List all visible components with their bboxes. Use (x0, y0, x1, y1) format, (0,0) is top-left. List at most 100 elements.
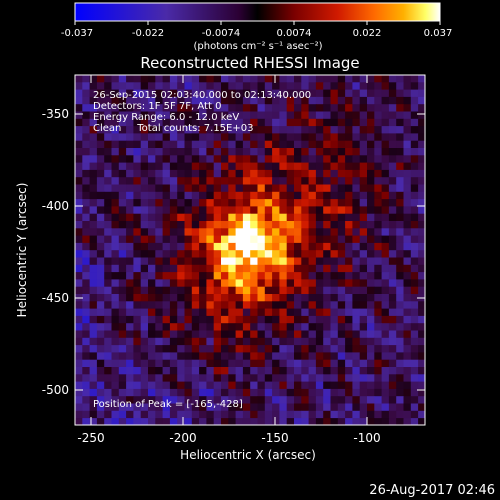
image-pixel (257, 148, 266, 156)
image-pixel (221, 315, 229, 324)
image-pixel (82, 279, 90, 288)
image-pixel (228, 272, 236, 280)
image-pixel (396, 184, 404, 193)
image-pixel (169, 381, 178, 390)
image-pixel (96, 228, 105, 236)
image-pixel (184, 118, 193, 127)
image-pixel (228, 337, 236, 346)
image-pixel (96, 133, 105, 142)
image-pixel (75, 345, 83, 353)
image-pixel (89, 286, 98, 295)
image-pixel (352, 118, 361, 127)
image-pixel (315, 96, 324, 105)
image-pixel (133, 111, 142, 120)
image-pixel (257, 126, 266, 134)
image-pixel (315, 272, 324, 280)
image-pixel (133, 418, 142, 425)
image-pixel (96, 221, 105, 229)
image-pixel (89, 104, 98, 112)
image-pixel (162, 323, 171, 331)
image-pixel (221, 199, 229, 207)
image-pixel (250, 374, 258, 382)
image-pixel (352, 294, 361, 302)
image-pixel (286, 410, 295, 419)
image-pixel (323, 418, 331, 425)
image-pixel (418, 235, 425, 244)
image-pixel (82, 140, 90, 149)
image-pixel (396, 213, 404, 222)
image-pixel (162, 140, 171, 149)
image-pixel (82, 418, 90, 425)
image-pixel (148, 148, 156, 156)
image-pixel (82, 206, 90, 215)
image-pixel (250, 410, 258, 419)
image-pixel (213, 96, 222, 105)
image-pixel (250, 323, 258, 331)
image-pixel (381, 294, 390, 302)
image-pixel (279, 199, 288, 207)
image-pixel (96, 337, 105, 346)
image-pixel (301, 140, 309, 149)
image-pixel (294, 381, 302, 390)
image-pixel (418, 133, 425, 142)
image-pixel (89, 381, 98, 390)
image-pixel (315, 308, 324, 317)
image-pixel (111, 126, 120, 134)
image-pixel (213, 118, 222, 127)
image-pixel (118, 177, 127, 185)
image-pixel (82, 388, 90, 397)
image-pixel (250, 140, 258, 149)
image-pixel (403, 323, 412, 331)
image-pixel (104, 169, 112, 178)
image-pixel (359, 148, 368, 156)
image-pixel (286, 148, 295, 156)
image-pixel (213, 286, 222, 295)
image-pixel (410, 199, 419, 207)
image-pixel (235, 388, 244, 397)
image-pixel (250, 396, 258, 404)
image-pixel (75, 162, 83, 171)
image-pixel (177, 315, 185, 324)
image-pixel (418, 330, 425, 339)
image-pixel (133, 330, 142, 339)
image-pixel (155, 374, 163, 382)
image-pixel (359, 206, 368, 215)
image-pixel (352, 308, 361, 317)
image-pixel (169, 396, 178, 404)
image-pixel (279, 418, 288, 425)
image-pixel (345, 337, 353, 346)
image-pixel (323, 148, 331, 156)
image-pixel (213, 388, 222, 397)
image-pixel (235, 242, 244, 251)
image-pixel (337, 315, 346, 324)
image-pixel (191, 140, 200, 149)
image-pixel (403, 242, 412, 251)
image-pixel (337, 118, 346, 127)
image-pixel (279, 148, 288, 156)
image-pixel (403, 374, 412, 382)
image-pixel (330, 206, 339, 215)
peak-position-label: Position of Peak = [-165,-428] (93, 399, 243, 410)
image-pixel (367, 242, 375, 251)
image-pixel (155, 323, 163, 331)
image-pixel (279, 264, 288, 273)
image-pixel (374, 126, 382, 134)
image-pixel (410, 301, 419, 309)
image-pixel (82, 264, 90, 273)
image-pixel (257, 118, 266, 127)
image-pixel (199, 184, 207, 193)
image-pixel (191, 133, 200, 142)
image-pixel (118, 374, 127, 382)
image-pixel (315, 301, 324, 309)
image-pixel (133, 184, 142, 193)
image-pixel (294, 118, 302, 127)
image-pixel (403, 257, 412, 266)
image-pixel (126, 213, 134, 222)
image-pixel (294, 367, 302, 375)
image-pixel (272, 155, 280, 163)
image-pixel (388, 155, 397, 163)
image-pixel (367, 264, 375, 273)
image-pixel (89, 418, 98, 425)
image-pixel (148, 228, 156, 236)
image-pixel (352, 126, 361, 134)
